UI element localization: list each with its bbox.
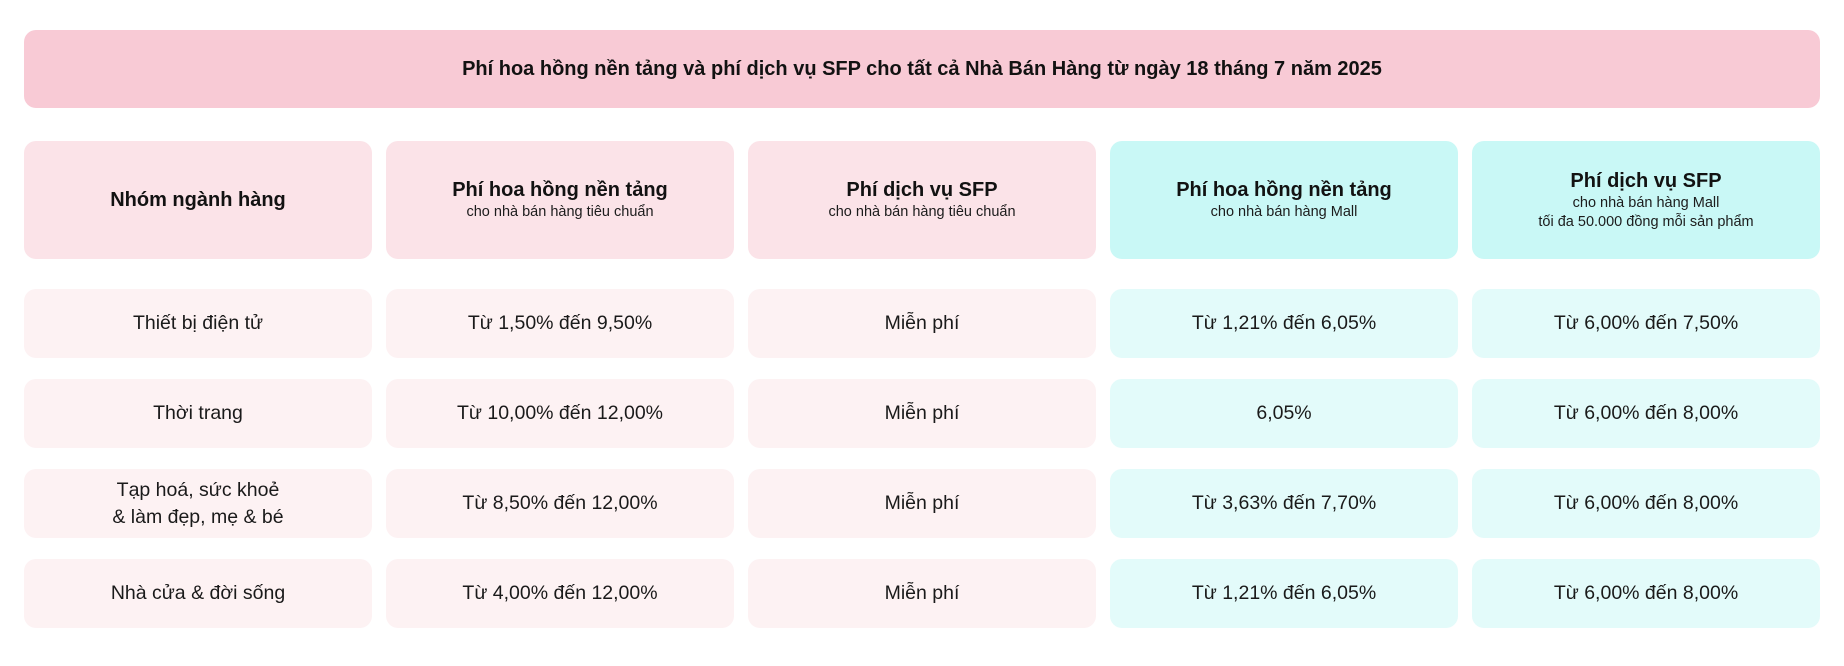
value-cell: Miễn phí bbox=[748, 289, 1096, 358]
table-row-home-living: Nhà cửa & đời sống Từ 4,00% đến 12,00% M… bbox=[24, 559, 1820, 628]
category-cell: Tạp hoá, sức khoẻ & làm đẹp, mẹ & bé bbox=[24, 469, 372, 538]
column-subtitle-2: tối đa 50.000 đồng mỗi sản phẩm bbox=[1538, 214, 1754, 230]
value-cell: Từ 8,50% đến 12,00% bbox=[386, 469, 734, 538]
column-title: Nhóm ngành hàng bbox=[110, 189, 286, 211]
value-cell: Từ 6,00% đến 8,00% bbox=[1472, 559, 1820, 628]
column-title: Phí hoa hồng nền tảng bbox=[1176, 179, 1392, 202]
cell-value: Từ 6,00% đến 8,00% bbox=[1553, 402, 1739, 425]
cell-value: Từ 1,50% đến 9,50% bbox=[467, 312, 653, 335]
category-label: Thời trang bbox=[153, 402, 243, 425]
value-cell: 6,05% bbox=[1110, 379, 1458, 448]
column-header-sfp-fee-standard: Phí dịch vụ SFP cho nhà bán hàng tiêu ch… bbox=[748, 141, 1096, 259]
cell-value: Miễn phí bbox=[884, 582, 960, 605]
cell-value: Từ 6,00% đến 7,50% bbox=[1553, 312, 1739, 335]
cell-value: Từ 6,00% đến 8,00% bbox=[1553, 492, 1739, 515]
table-row-fashion: Thời trang Từ 10,00% đến 12,00% Miễn phí… bbox=[24, 379, 1820, 448]
category-label: Tạp hoá, sức khoẻ & làm đẹp, mẹ & bé bbox=[112, 479, 284, 528]
value-cell: Miễn phí bbox=[748, 379, 1096, 448]
cell-value: Từ 3,63% đến 7,70% bbox=[1191, 492, 1377, 515]
category-cell: Thời trang bbox=[24, 379, 372, 448]
value-cell: Từ 1,50% đến 9,50% bbox=[386, 289, 734, 358]
cell-value: Từ 4,00% đến 12,00% bbox=[462, 582, 658, 605]
column-header-platform-commission-standard: Phí hoa hồng nền tảng cho nhà bán hàng t… bbox=[386, 141, 734, 259]
cell-value: Từ 6,00% đến 8,00% bbox=[1553, 582, 1739, 605]
cell-value: Miễn phí bbox=[884, 402, 960, 425]
cell-value: Từ 8,50% đến 12,00% bbox=[462, 492, 658, 515]
column-subtitle: cho nhà bán hàng tiêu chuẩn bbox=[828, 204, 1016, 221]
value-cell: Miễn phí bbox=[748, 559, 1096, 628]
value-cell: Từ 6,00% đến 8,00% bbox=[1472, 469, 1820, 538]
column-subtitle: cho nhà bán hàng tiêu chuẩn bbox=[466, 204, 654, 221]
cell-value: Miễn phí bbox=[884, 312, 960, 335]
cell-value: Từ 1,21% đến 6,05% bbox=[1191, 582, 1377, 605]
title-banner: Phí hoa hồng nền tảng và phí dịch vụ SFP… bbox=[24, 30, 1820, 108]
column-title: Phí dịch vụ SFP bbox=[846, 179, 998, 202]
column-title: Phí dịch vụ SFP bbox=[1570, 169, 1722, 192]
value-cell: Từ 3,63% đến 7,70% bbox=[1110, 469, 1458, 538]
table-row-grocery-health-beauty: Tạp hoá, sức khoẻ & làm đẹp, mẹ & bé Từ … bbox=[24, 469, 1820, 538]
cell-value: Từ 1,21% đến 6,05% bbox=[1191, 312, 1377, 335]
category-label: Nhà cửa & đời sống bbox=[110, 582, 286, 605]
category-label: Thiết bị điện tử bbox=[132, 312, 264, 335]
category-cell: Thiết bị điện tử bbox=[24, 289, 372, 358]
table-row-electronics: Thiết bị điện tử Từ 1,50% đến 9,50% Miễn… bbox=[24, 289, 1820, 358]
cell-value: 6,05% bbox=[1256, 402, 1312, 425]
value-cell: Từ 1,21% đến 6,05% bbox=[1110, 289, 1458, 358]
cell-value: Từ 10,00% đến 12,00% bbox=[456, 402, 664, 425]
value-cell: Từ 6,00% đến 8,00% bbox=[1472, 379, 1820, 448]
value-cell: Từ 10,00% đến 12,00% bbox=[386, 379, 734, 448]
table-header-row: Nhóm ngành hàng Phí hoa hồng nền tảng ch… bbox=[24, 141, 1820, 259]
value-cell: Từ 4,00% đến 12,00% bbox=[386, 559, 734, 628]
value-cell: Miễn phí bbox=[748, 469, 1096, 538]
cell-value: Miễn phí bbox=[884, 492, 960, 515]
column-title: Phí hoa hồng nền tảng bbox=[452, 179, 668, 202]
column-header-platform-commission-mall: Phí hoa hồng nền tảng cho nhà bán hàng M… bbox=[1110, 141, 1458, 259]
value-cell: Từ 1,21% đến 6,05% bbox=[1110, 559, 1458, 628]
column-subtitle: cho nhà bán hàng Mall bbox=[1572, 194, 1720, 211]
column-header-sfp-fee-mall: Phí dịch vụ SFP cho nhà bán hàng Mall tố… bbox=[1472, 141, 1820, 259]
category-cell: Nhà cửa & đời sống bbox=[24, 559, 372, 628]
fee-table-page: Phí hoa hồng nền tảng và phí dịch vụ SFP… bbox=[24, 30, 1820, 628]
value-cell: Từ 6,00% đến 7,50% bbox=[1472, 289, 1820, 358]
column-header-category: Nhóm ngành hàng bbox=[24, 141, 372, 259]
column-subtitle: cho nhà bán hàng Mall bbox=[1210, 204, 1358, 221]
page-title: Phí hoa hồng nền tảng và phí dịch vụ SFP… bbox=[462, 57, 1382, 80]
